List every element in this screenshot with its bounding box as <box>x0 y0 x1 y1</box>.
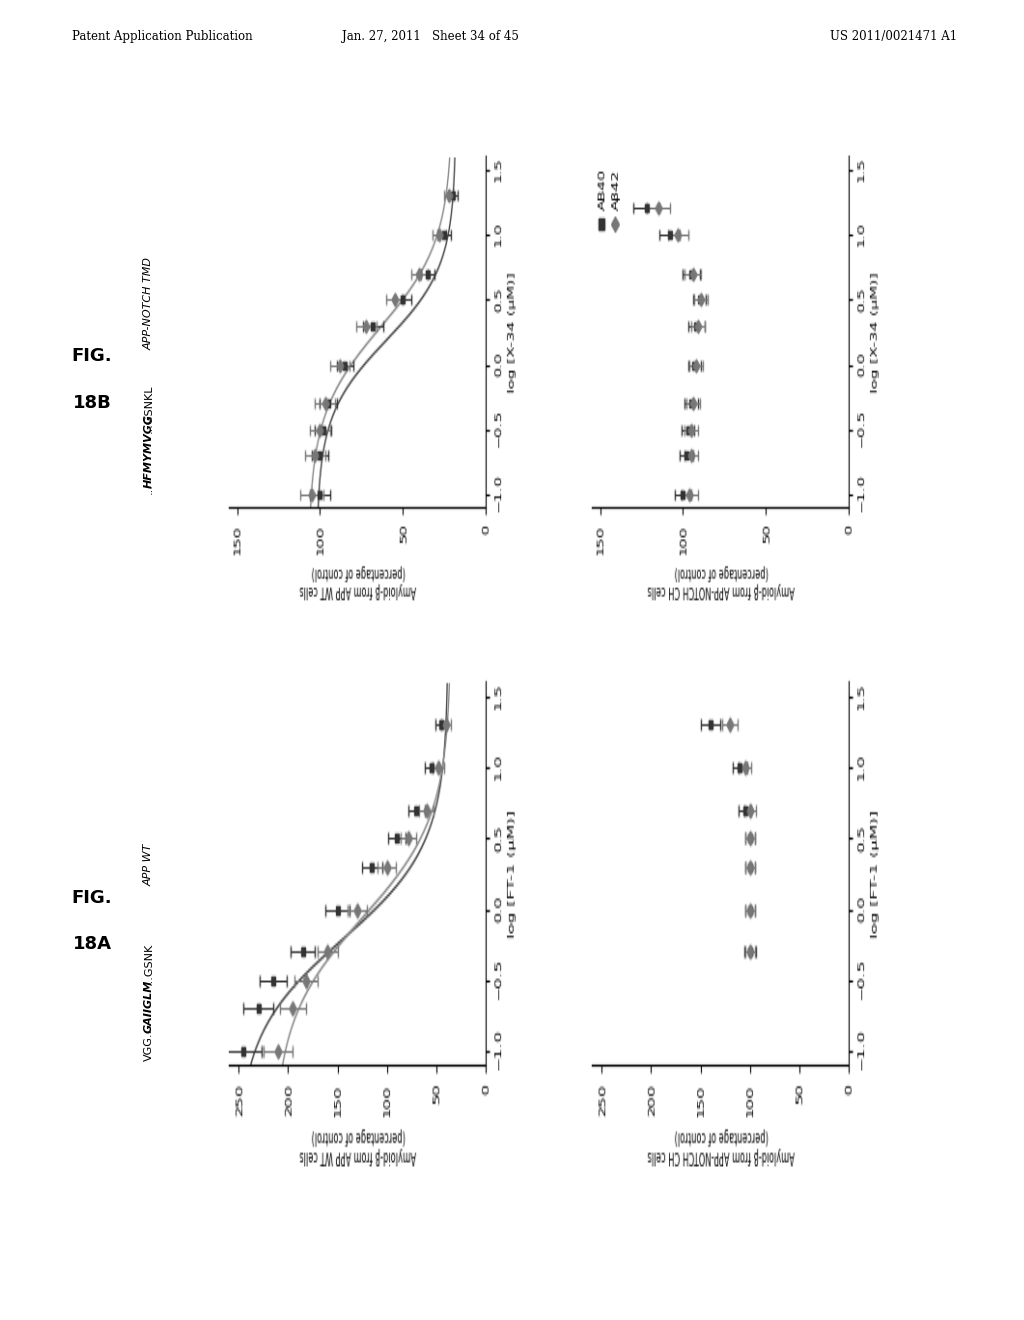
Text: 18B: 18B <box>73 393 112 412</box>
Text: Jan. 27, 2011   Sheet 34 of 45: Jan. 27, 2011 Sheet 34 of 45 <box>342 30 518 44</box>
Text: FIG.: FIG. <box>72 888 113 907</box>
Text: ...GSNKL: ...GSNKL <box>143 385 154 433</box>
Text: ...GSNK: ...GSNK <box>143 942 154 985</box>
Text: ...: ... <box>143 483 154 494</box>
Text: Patent Application Publication: Patent Application Publication <box>72 30 252 44</box>
Text: FIG.: FIG. <box>72 347 113 366</box>
Text: 18A: 18A <box>73 935 112 953</box>
Text: GAIIGLM: GAIIGLM <box>143 979 154 1032</box>
Text: APP WT: APP WT <box>143 843 154 886</box>
Text: HFMYMVGG: HFMYMVGG <box>143 414 154 488</box>
Text: APP-NOTCH TMD: APP-NOTCH TMD <box>143 257 154 350</box>
Text: VGG...: VGG... <box>143 1024 154 1061</box>
Text: US 2011/0021471 A1: US 2011/0021471 A1 <box>830 30 957 44</box>
